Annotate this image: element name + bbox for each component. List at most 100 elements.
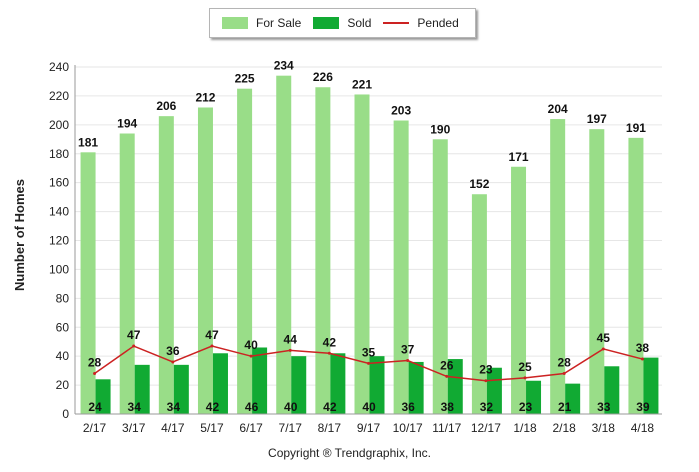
pended-point	[171, 360, 175, 364]
data-label-pended: 28	[557, 356, 571, 370]
pended-line-series	[93, 344, 644, 383]
data-label-pended: 37	[401, 343, 415, 357]
data-label-pended: 23	[479, 363, 493, 377]
x-tick-label: 4/17	[161, 421, 185, 435]
x-tick-label: 5/17	[200, 421, 224, 435]
y-tick-label: 120	[49, 234, 69, 248]
data-label-pended: 25	[518, 360, 532, 374]
data-label-sold: 34	[167, 400, 181, 414]
pended-point	[93, 372, 97, 376]
data-label-for-sale: 226	[313, 70, 333, 84]
data-label-sold: 24	[88, 400, 102, 414]
data-label-sold: 40	[284, 400, 298, 414]
pended-point	[562, 372, 566, 376]
pended-point	[484, 379, 488, 383]
y-tick-label: 160	[49, 176, 69, 190]
y-tick-label: 180	[49, 147, 69, 161]
x-tick-label: 7/17	[279, 421, 303, 435]
data-label-pended: 44	[284, 332, 298, 346]
pended-point	[367, 361, 370, 365]
bar-for-sale	[276, 75, 292, 415]
y-tick-label: 60	[56, 320, 70, 334]
bar-sold	[330, 353, 346, 414]
data-label-sold: 34	[128, 400, 142, 414]
data-label-sold: 39	[636, 400, 650, 414]
bar-sold	[291, 356, 307, 414]
data-label-pended: 28	[88, 356, 102, 370]
x-tick-label: 12/17	[471, 421, 501, 435]
y-tick-label: 20	[56, 378, 70, 392]
pended-point	[445, 374, 449, 378]
y-tick-label: 220	[49, 89, 69, 103]
data-label-sold: 42	[206, 400, 220, 414]
bar-for-sale	[471, 194, 487, 414]
pended-point	[640, 357, 644, 361]
bar-sold	[95, 379, 111, 414]
x-tick-label: 1/18	[513, 421, 537, 435]
data-label-for-sale: 204	[548, 102, 568, 116]
y-tick-label: 200	[49, 118, 69, 132]
bar-for-sale	[80, 152, 96, 414]
bar-for-sale	[237, 88, 253, 414]
bar-for-sale	[119, 133, 135, 414]
y-tick-label: 40	[56, 349, 70, 363]
bar-sold	[408, 361, 424, 414]
data-label-for-sale: 206	[156, 99, 176, 113]
data-label-pended: 47	[205, 328, 219, 342]
x-tick-label: 4/18	[631, 421, 655, 435]
data-label-sold: 38	[441, 400, 455, 414]
pended-point	[210, 344, 214, 348]
data-label-sold: 46	[245, 400, 259, 414]
bar-sold	[447, 359, 463, 414]
y-tick-label: 140	[49, 205, 69, 219]
legend-item-pended: Pended	[383, 16, 459, 30]
data-label-for-sale: 197	[587, 112, 607, 126]
data-label-for-sale: 191	[626, 121, 646, 135]
bar-sold	[526, 380, 542, 414]
data-label-pended: 38	[636, 341, 650, 355]
data-label-pended: 45	[597, 331, 611, 345]
data-label-for-sale: 212	[195, 90, 215, 104]
data-label-for-sale: 221	[352, 77, 372, 91]
legend-swatch-for-sale	[222, 17, 248, 29]
bar-for-sale	[550, 119, 566, 415]
data-label-sold: 40	[362, 400, 376, 414]
y-tick-label: 0	[62, 407, 69, 421]
data-label-sold: 32	[480, 400, 494, 414]
legend-item-sold: Sold	[313, 16, 371, 30]
legend-line-pended	[383, 22, 410, 24]
x-tick-label: 8/17	[318, 421, 342, 435]
legend-label-pended: Pended	[417, 16, 459, 30]
x-tick-label: 9/17	[357, 421, 381, 435]
legend-label-for-sale: For Sale	[256, 16, 302, 30]
legend-swatch-sold	[313, 17, 340, 29]
legend-label-sold: Sold	[347, 16, 372, 30]
bar-for-sale	[511, 166, 527, 414]
copyright-footer: Copyright ® Trendgraphix, Inc.	[268, 446, 431, 460]
data-label-for-sale: 194	[117, 117, 137, 131]
bar-for-sale	[628, 137, 644, 415]
data-label-pended: 47	[127, 328, 141, 342]
x-tick-label: 3/18	[592, 421, 616, 435]
data-label-sold: 36	[401, 400, 415, 414]
bar-for-sale	[432, 139, 448, 414]
bar-for-sale	[158, 116, 174, 415]
x-tick-label: 2/18	[552, 421, 576, 435]
data-label-for-sale: 181	[78, 135, 98, 149]
y-axis-label: Number of Homes	[12, 179, 27, 291]
data-labels: 181 24 194 34 206 34 212 42 225 46 234 40 226 42 221 40…	[78, 59, 650, 414]
bar-series	[80, 75, 659, 415]
data-label-sold: 42	[323, 400, 337, 414]
x-tick-label: 11/17	[432, 421, 461, 435]
data-label-pended: 42	[323, 335, 337, 349]
bar-for-sale	[589, 129, 605, 414]
y-tick-label: 240	[49, 60, 69, 74]
x-tick-label: 10/17	[393, 421, 423, 435]
data-label-pended: 40	[244, 338, 258, 352]
pended-point	[288, 348, 292, 352]
bar-sold	[604, 366, 620, 414]
data-label-for-sale: 234	[274, 59, 294, 73]
data-label-sold: 21	[558, 400, 572, 414]
data-label-for-sale: 152	[469, 177, 489, 191]
